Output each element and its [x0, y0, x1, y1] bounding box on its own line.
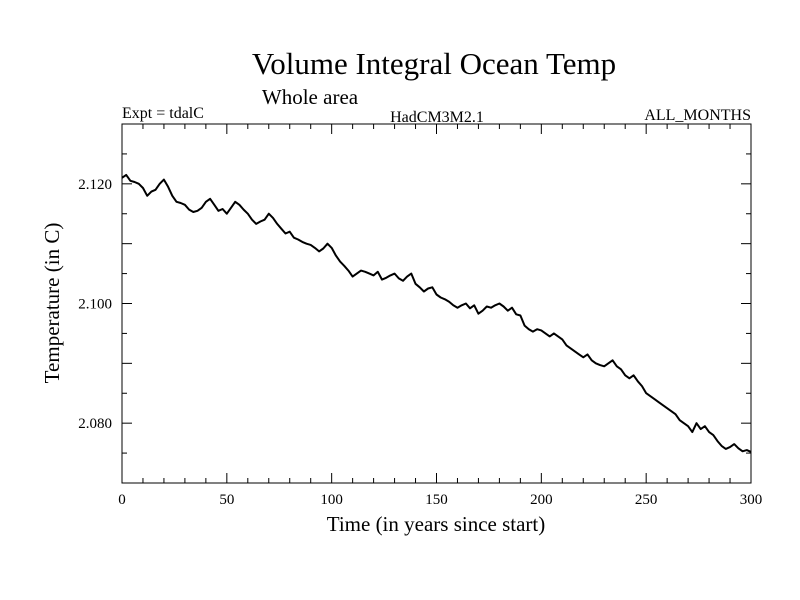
plot-frame [121, 123, 752, 484]
x-tick-label: 200 [530, 492, 553, 508]
months-label: ALL_MONTHS [644, 107, 751, 124]
x-tick-label: 0 [118, 492, 126, 508]
x-tick-label: 50 [219, 492, 234, 508]
chart-title: Volume Integral Ocean Temp [252, 46, 616, 81]
chart-subtitle: Whole area [262, 85, 359, 109]
y-axis-ticks [122, 123, 751, 484]
x-tick-label: 300 [740, 492, 763, 508]
x-axis-label: Time (in years since start) [327, 512, 546, 536]
y-tick-label: 2.080 [78, 416, 112, 432]
x-tick-label: 250 [635, 492, 658, 508]
y-axis-tick-labels: 2.080 2.100 2.120 [78, 177, 112, 432]
temperature-series-line [121, 173, 752, 453]
y-axis-label: Temperature (in C) [40, 223, 64, 384]
x-axis-ticks [121, 124, 752, 483]
expt-label: Expt = tdalC [122, 105, 204, 122]
y-tick-label: 2.100 [78, 297, 112, 313]
model-label: HadCM3M2.1 [390, 109, 484, 126]
x-axis-tick-labels: 0 50 100 150 200 250 300 [118, 492, 762, 508]
x-tick-label: 150 [425, 492, 448, 508]
y-tick-label: 2.120 [78, 177, 112, 193]
x-tick-label: 100 [320, 492, 343, 508]
